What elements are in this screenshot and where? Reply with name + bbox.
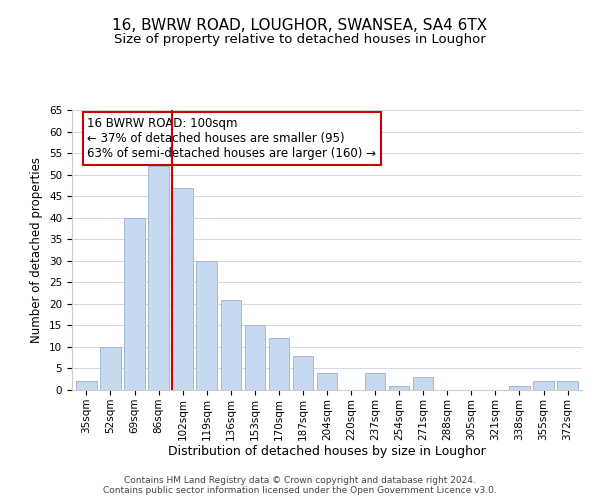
Bar [557,382,578,390]
Y-axis label: Number of detached properties: Number of detached properties [31,157,43,343]
Bar [533,382,554,390]
Bar [269,338,289,390]
Bar [413,377,433,390]
Bar [509,386,530,390]
Text: 16, BWRW ROAD, LOUGHOR, SWANSEA, SA4 6TX: 16, BWRW ROAD, LOUGHOR, SWANSEA, SA4 6TX [112,18,488,32]
Bar [293,356,313,390]
Bar [245,326,265,390]
Bar [221,300,241,390]
Text: Contains public sector information licensed under the Open Government Licence v3: Contains public sector information licen… [103,486,497,495]
Bar [124,218,145,390]
Bar [365,373,385,390]
Text: Contains HM Land Registry data © Crown copyright and database right 2024.: Contains HM Land Registry data © Crown c… [124,476,476,485]
Bar [100,347,121,390]
Bar [76,382,97,390]
Text: 16 BWRW ROAD: 100sqm
← 37% of detached houses are smaller (95)
63% of semi-detac: 16 BWRW ROAD: 100sqm ← 37% of detached h… [88,117,376,160]
Text: Size of property relative to detached houses in Loughor: Size of property relative to detached ho… [114,32,486,46]
Bar [148,166,169,390]
Bar [196,261,217,390]
Bar [317,373,337,390]
X-axis label: Distribution of detached houses by size in Loughor: Distribution of detached houses by size … [168,446,486,458]
Bar [389,386,409,390]
Bar [172,188,193,390]
